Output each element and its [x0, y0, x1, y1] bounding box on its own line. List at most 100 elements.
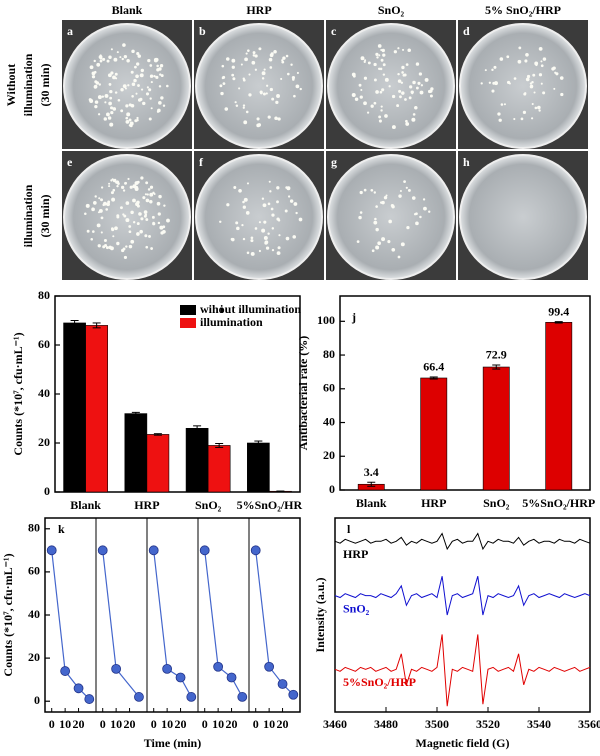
colony: [560, 92, 564, 97]
colony: [405, 186, 408, 189]
colony: [271, 213, 275, 217]
point: [175, 672, 186, 683]
row-label: (30 min): [38, 195, 52, 238]
colony: [388, 85, 391, 88]
colony: [351, 92, 356, 97]
x-tick-label: 20: [226, 717, 238, 731]
colony: [491, 89, 495, 93]
colony: [156, 64, 159, 68]
colony: [135, 74, 139, 78]
colony: [102, 57, 106, 61]
colony: [525, 52, 529, 57]
colony: [124, 87, 127, 90]
colony: [231, 73, 235, 77]
y-tick-label: 80: [323, 347, 335, 361]
colony: [259, 90, 263, 94]
colony: [101, 95, 105, 98]
colony: [250, 239, 254, 243]
colony: [412, 80, 416, 85]
bar: [63, 322, 86, 493]
colony: [85, 203, 90, 208]
colony: [140, 217, 144, 221]
colony: [136, 180, 140, 184]
colony: [124, 181, 127, 185]
point: [111, 663, 122, 674]
y-tick-label: 40: [38, 386, 50, 400]
colony: [517, 59, 522, 64]
colony: [107, 116, 112, 120]
column-header: 5% SnO₂/HRP: [485, 3, 561, 17]
colony: [248, 73, 251, 76]
colony: [292, 235, 296, 239]
colony: [360, 56, 365, 61]
y-tick-label: 60: [28, 564, 40, 578]
colony: [140, 68, 145, 73]
colony: [498, 118, 502, 122]
colony: [145, 218, 149, 222]
colony: [493, 65, 497, 69]
point: [226, 672, 237, 683]
colony: [506, 80, 511, 84]
colony: [401, 71, 404, 74]
colony: [94, 100, 99, 104]
colony: [232, 77, 236, 81]
colony: [523, 92, 527, 96]
colony: [265, 92, 268, 95]
spectrum: [334, 576, 591, 616]
colony: [295, 84, 300, 89]
colony: [250, 251, 255, 256]
colony: [258, 221, 261, 224]
colony: [415, 62, 420, 66]
petri-dish: [63, 23, 191, 149]
colony: [110, 246, 114, 251]
colony: [96, 62, 101, 67]
colony: [388, 219, 392, 224]
colony: [292, 78, 295, 81]
colony: [236, 226, 240, 231]
x-tick-label: 5%SnO₂/HRP: [522, 496, 595, 510]
colony: [424, 77, 429, 82]
bar: [124, 413, 148, 493]
colony: [380, 58, 384, 62]
colony: [245, 110, 249, 114]
colony: [121, 248, 125, 253]
colony: [270, 52, 274, 56]
x-tick-label: 3460: [323, 717, 347, 731]
colony: [140, 88, 144, 91]
colony: [526, 74, 531, 79]
colony: [277, 246, 281, 250]
colony: [139, 74, 143, 77]
colony: [89, 65, 94, 70]
colony: [153, 58, 158, 63]
colony: [143, 210, 148, 214]
colony: [406, 225, 410, 230]
point: [264, 661, 275, 672]
petri-dish: [195, 154, 323, 280]
colony: [88, 98, 92, 102]
bar: [85, 325, 108, 493]
colony: [373, 191, 377, 194]
point: [97, 545, 108, 556]
colony: [109, 96, 113, 100]
colony: [245, 52, 248, 55]
colony: [242, 237, 246, 241]
colony: [137, 54, 141, 58]
colony: [91, 207, 94, 210]
colony: [114, 72, 118, 76]
colony: [291, 76, 296, 80]
colony: [94, 80, 98, 84]
colony: [384, 77, 389, 82]
series-label: HRP: [343, 547, 368, 561]
x-tick-label: 20: [277, 717, 289, 731]
series-label: 5%SnO₂/HRP: [343, 675, 416, 689]
colony: [383, 195, 388, 200]
colony: [428, 210, 431, 213]
x-tick-label: 0: [253, 717, 259, 731]
colony: [116, 241, 120, 246]
colony: [94, 105, 98, 109]
colony: [506, 55, 510, 59]
colony: [415, 212, 418, 216]
colony: [121, 57, 124, 61]
colony: [277, 219, 281, 222]
x-tick-label: 5%SnO₂/HR: [237, 498, 303, 512]
